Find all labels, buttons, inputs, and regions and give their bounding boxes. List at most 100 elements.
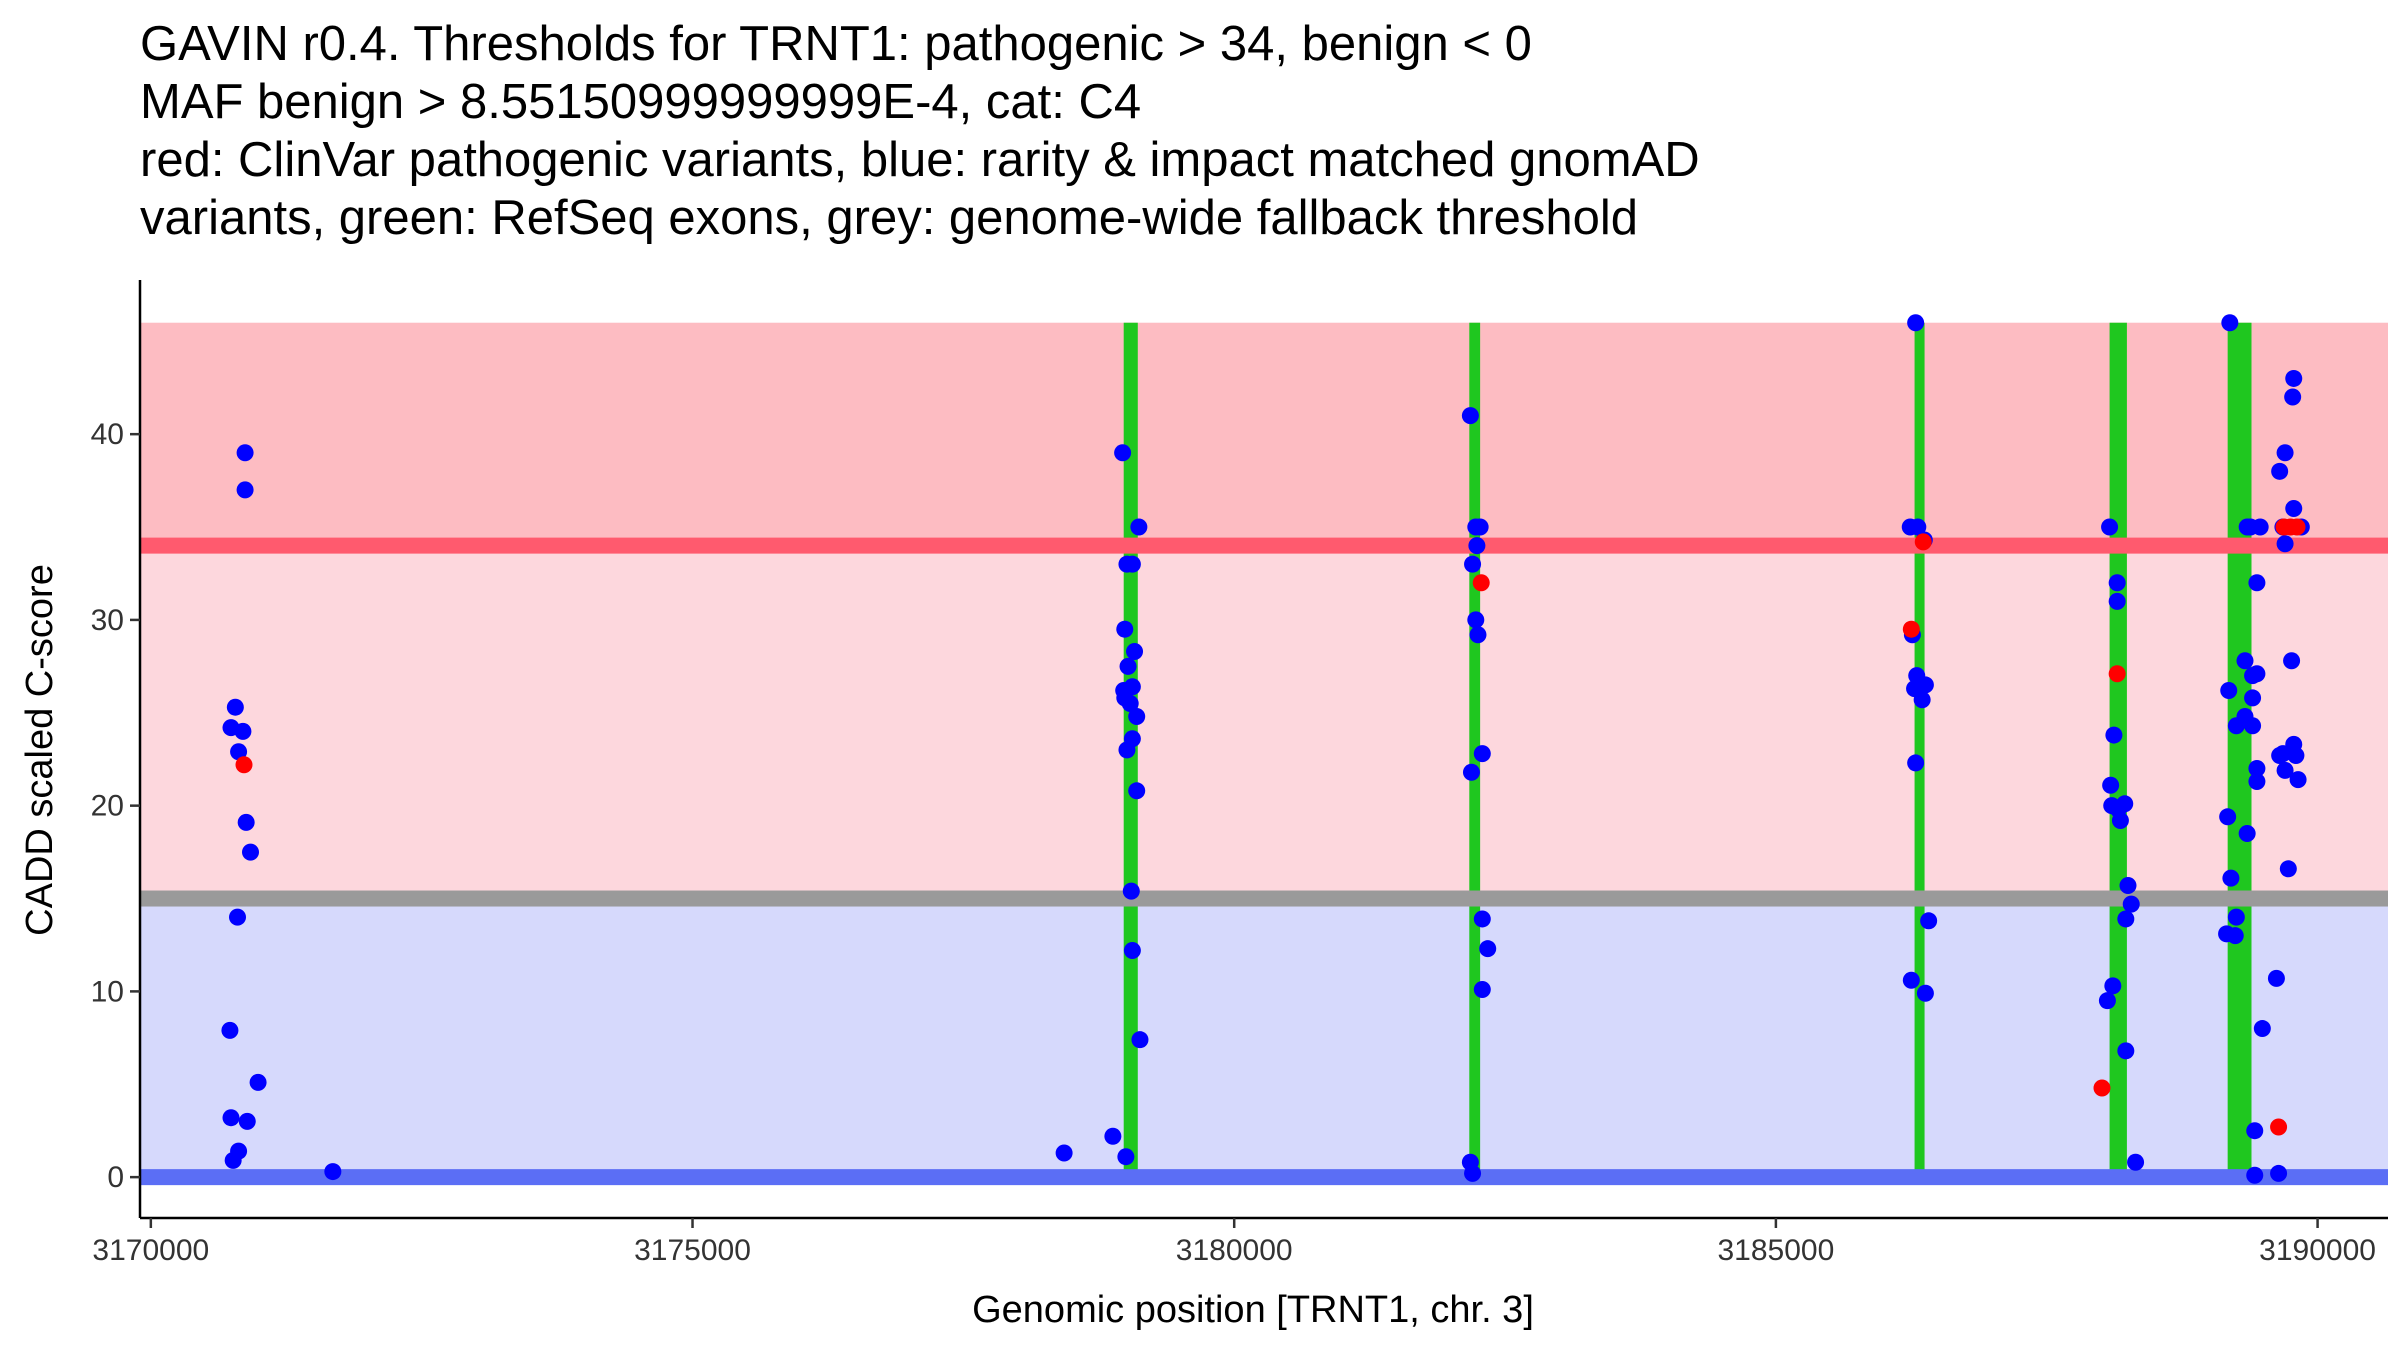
gnomad-point-10: [221, 1021, 239, 1039]
plot-area: [140, 314, 2388, 1186]
gnomad-point-118: [2276, 761, 2294, 779]
x-tick-label: 3190000: [2259, 1234, 2376, 1267]
clinvar-pathogenic-point-10: [2270, 1118, 2288, 1136]
gnomad-point-44: [1469, 626, 1487, 644]
gnomad-point-37: [1131, 1031, 1149, 1049]
gnomad-point-49: [1473, 981, 1491, 999]
gnomad-point-64: [1916, 984, 1934, 1002]
x-tick-label: 3185000: [1717, 1234, 1834, 1267]
gnomad-point-60: [1913, 691, 1931, 709]
gnomad-point-110: [2276, 535, 2294, 553]
clinvar-pathogenic-point-9: [2288, 518, 2306, 536]
gnomad-point-59: [1916, 676, 1934, 694]
x-tick-label: 3175000: [634, 1234, 751, 1267]
gnomad-point-83: [2251, 518, 2269, 536]
x-axis-title: Genomic position [TRNT1, chr. 3]: [972, 1289, 1534, 1331]
x-tick-label: 3170000: [92, 1234, 209, 1267]
gnomad-point-116: [2287, 747, 2305, 765]
gnomad-point-29: [1126, 642, 1144, 660]
gnomad-point-119: [2289, 771, 2307, 789]
gnomad-point-69: [2102, 776, 2120, 794]
y-axis-ticks: 0 10 20 30 40: [91, 418, 140, 1194]
gnomad-point-93: [2244, 717, 2262, 735]
gnomad-point-42: [1467, 518, 1485, 536]
y-tick-label: 10: [91, 975, 124, 1008]
gnomad-point-32: [1128, 707, 1146, 725]
gnomad-point-77: [2104, 977, 2122, 995]
gnomad-point-47: [1473, 910, 1491, 928]
gnomad-point-24: [1116, 620, 1134, 638]
chart-title: GAVIN r0.4. Thresholds for TRNT1: pathog…: [140, 17, 1700, 245]
gnomad-point-96: [2219, 808, 2237, 826]
gnomad-point-89: [2244, 667, 2262, 685]
gnomad-point-75: [2122, 895, 2140, 913]
gnomad-point-98: [2222, 869, 2240, 887]
gnomad-point-74: [2119, 877, 2137, 895]
benign-region: [140, 898, 2388, 1178]
gnomad-point-108: [2271, 462, 2289, 480]
gnomad-point-87: [2220, 681, 2238, 699]
gnomad-point-18: [1104, 1127, 1122, 1145]
gnomad-point-5: [234, 722, 252, 740]
gnomad-point-68: [2105, 726, 2123, 744]
gnomad-point-90: [2244, 689, 2262, 707]
gnomad-point-15: [224, 1151, 242, 1169]
gnomad-point-76: [2117, 910, 2135, 928]
clinvar-pathogenic-point-2: [1472, 574, 1490, 592]
gnomad-point-2: [236, 481, 254, 499]
gnomad-point-36: [1123, 942, 1141, 960]
gnomad-point-35: [1122, 882, 1140, 900]
gnomad-point-72: [2116, 795, 2134, 813]
x-tick-label: 3180000: [1176, 1234, 1293, 1267]
gnomad-point-52: [1907, 314, 1925, 332]
exon-bar-3: [1914, 322, 1925, 1178]
gnomad-point-13: [238, 1112, 256, 1130]
gnomad-point-63: [1902, 971, 1920, 989]
gnomad-point-103: [2253, 1020, 2271, 1038]
title-line-2: MAF benign > 8.55150999999999E-4, cat: C…: [140, 75, 1141, 129]
intermediate-region: [140, 545, 2388, 899]
axes: 3170000 3175000 3180000 3185000 3190000 0 10 2…: [91, 280, 2388, 1267]
gnomad-point-92: [2227, 717, 2245, 735]
gnomad-point-105: [2285, 369, 2303, 387]
gnomad-point-95: [2248, 773, 2266, 791]
gnomad-point-40: [1468, 537, 1486, 555]
y-tick-label: 40: [91, 418, 124, 451]
clinvar-pathogenic-point-6: [2093, 1079, 2111, 1097]
gnomad-point-38: [1461, 407, 1479, 425]
gnomad-point-117: [2271, 747, 2289, 765]
gnomad-point-73: [2111, 812, 2129, 830]
gnomad-point-86: [2236, 652, 2254, 670]
title-line-3: red: ClinVar pathogenic variants, blue: …: [140, 133, 1700, 187]
gnomad-point-65: [2101, 518, 2119, 536]
gnomad-point-43: [1467, 611, 1485, 629]
gnomad-point-109: [2285, 499, 2303, 517]
gnomad-point-34: [1128, 782, 1146, 800]
gnomad-point-1: [236, 444, 254, 462]
gnomad-point-39: [1464, 555, 1482, 573]
gnomad-point-11: [249, 1073, 267, 1091]
y-tick-label: 0: [107, 1161, 124, 1194]
gnomad-point-7: [237, 813, 255, 831]
gnomad-point-78: [2098, 992, 2116, 1010]
gnomad-point-54: [1909, 518, 1927, 536]
gnomad-point-20: [1114, 444, 1132, 462]
benign-threshold-line: [140, 1169, 2388, 1186]
gnomad-point-30: [1121, 694, 1139, 712]
clinvar-pathogenic-point-5: [2108, 665, 2126, 683]
gnomad-point-122: [2270, 1164, 2288, 1182]
gnomad-point-46: [1462, 763, 1480, 781]
gnomad-point-81: [2221, 314, 2239, 332]
gnomad-point-61: [1907, 754, 1925, 772]
gnomad-point-94: [2248, 760, 2266, 778]
x-axis-ticks: 3170000 3175000 3180000 3185000 3190000: [92, 1218, 2376, 1267]
gnomad-point-66: [2108, 574, 2126, 592]
gnomad-point-102: [2246, 1122, 2264, 1140]
title-line-4: variants, green: RefSeq exons, grey: gen…: [140, 191, 1638, 245]
y-tick-label: 20: [91, 790, 124, 823]
gnomad-point-97: [2238, 825, 2256, 843]
gnomad-point-9: [229, 908, 247, 926]
gnomad-point-80: [2127, 1153, 2145, 1171]
pathogenic-region: [140, 322, 2388, 546]
y-tick-label: 30: [91, 604, 124, 637]
